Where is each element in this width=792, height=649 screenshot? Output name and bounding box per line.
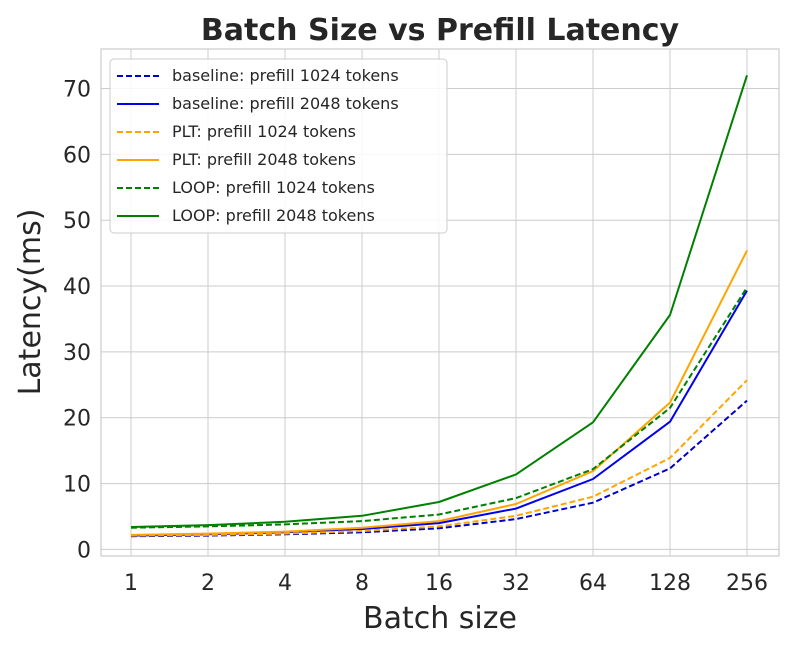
x-tick-label: 2: [201, 571, 215, 596]
y-tick-label: 60: [63, 143, 91, 168]
series-line-5: [130, 74, 748, 528]
series-line-4: [130, 286, 748, 529]
y-axis-label: Latency(ms): [13, 209, 48, 396]
x-tick-label: 128: [649, 571, 691, 596]
legend-label: baseline: prefill 1024 tokens: [172, 66, 399, 85]
legend: baseline: prefill 1024 tokens baseline: p…: [109, 58, 448, 234]
series-layer: [130, 74, 748, 538]
y-tick-label: 20: [63, 407, 91, 432]
tick-layer: 1 2 4 8 16 32 64 128 256 0 10 20 30 40 50 60 70: [63, 78, 768, 596]
legend-box: [109, 58, 448, 234]
y-tick-label: 0: [77, 538, 91, 563]
y-tick-label: 50: [63, 209, 91, 234]
x-tick-label: 1: [124, 571, 138, 596]
y-tick-label: 40: [63, 275, 91, 300]
x-axis-label: Batch size: [363, 601, 517, 636]
x-tick-label: 16: [425, 571, 453, 596]
y-tick-label: 10: [63, 473, 91, 498]
x-tick-label: 8: [355, 571, 369, 596]
legend-label: PLT: prefill 2048 tokens: [172, 150, 356, 169]
x-tick-label: 256: [726, 571, 768, 596]
legend-label: baseline: prefill 2048 tokens: [172, 94, 399, 113]
chart-title: Batch Size vs Prefill Latency: [201, 13, 680, 48]
x-tick-label: 4: [278, 571, 292, 596]
legend-label: PLT: prefill 1024 tokens: [172, 122, 356, 141]
series-line-3: [130, 250, 748, 536]
legend-label: LOOP: prefill 1024 tokens: [172, 178, 375, 197]
plot-frame: [100, 48, 780, 557]
x-tick-label: 64: [579, 571, 607, 596]
y-tick-label: 70: [63, 78, 91, 103]
legend-label: LOOP: prefill 2048 tokens: [172, 206, 375, 225]
x-tick-label: 32: [502, 571, 530, 596]
series-line-2: [130, 379, 748, 537]
y-tick-label: 30: [63, 341, 91, 366]
